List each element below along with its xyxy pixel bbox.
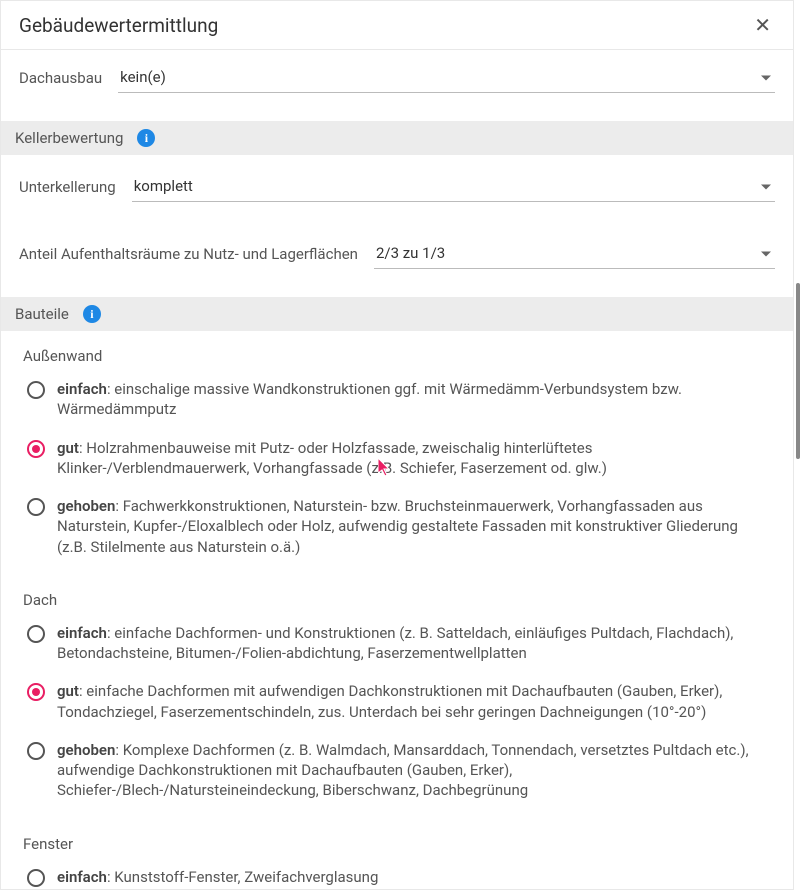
- radio-icon: [27, 440, 45, 458]
- option-text: gut: einfache Dachformen mit aufwendigen…: [57, 681, 771, 722]
- dach-option-gehoben[interactable]: gehoben: Komplexe Dachformen (z. B. Walm…: [23, 736, 771, 815]
- keller-body: Unterkellerung komplett Anteil Aufenthal…: [1, 155, 793, 297]
- option-text: gut: Holzrahmenbauweise mit Putz- oder H…: [57, 438, 771, 479]
- component-fenster: Fenster einfach: Kunststoff-Fenster, Zwe…: [1, 819, 793, 889]
- dach-option-einfach[interactable]: einfach: einfache Dachformen- und Konstr…: [23, 619, 771, 678]
- scrollbar-thumb[interactable]: [796, 283, 800, 459]
- anteil-row: Anteil Aufenthaltsräume zu Nutz- und Lag…: [19, 226, 775, 269]
- section-title-keller: Kellerbewertung: [15, 129, 123, 147]
- dach-option-gut[interactable]: gut: einfache Dachformen mit aufwendigen…: [23, 677, 771, 736]
- unterkellerung-label: Unterkellerung: [19, 178, 116, 202]
- aussenwand-title: Außenwand: [23, 347, 771, 365]
- component-aussenwand: Außenwand einfach: einschalige massive W…: [1, 331, 793, 575]
- option-text: einfach: Kunststoff-Fenster, Zweifachver…: [57, 867, 378, 887]
- radio-icon: [27, 381, 45, 399]
- info-icon[interactable]: i: [83, 305, 101, 323]
- anteil-label: Anteil Aufenthaltsräume zu Nutz- und Lag…: [19, 245, 358, 269]
- option-text: gehoben: Fachwerkkonstruktionen, Naturst…: [57, 496, 771, 557]
- aussenwand-option-einfach[interactable]: einfach: einschalige massive Wandkonstru…: [23, 375, 771, 434]
- anteil-value: 2/3 zu 1/3: [374, 238, 775, 269]
- dialog-header: Gebäudewertermittlung ✕: [1, 1, 793, 50]
- dachausbau-select[interactable]: kein(e): [118, 62, 775, 93]
- component-dach: Dach einfach: einfache Dachformen- und K…: [1, 575, 793, 819]
- radio-icon: [27, 742, 45, 760]
- unterkellerung-row: Unterkellerung komplett: [19, 159, 775, 202]
- building-valuation-dialog: Gebäudewertermittlung ✕ Dachausbau kein(…: [0, 0, 794, 890]
- fenster-title: Fenster: [23, 835, 771, 853]
- section-title-bauteile: Bauteile: [15, 305, 69, 323]
- section-header-bauteile: Bauteile i: [1, 297, 793, 331]
- radio-icon: [27, 869, 45, 887]
- section-header-keller: Kellerbewertung i: [1, 121, 793, 155]
- option-text: einfach: einschalige massive Wandkonstru…: [57, 379, 771, 420]
- radio-icon: [27, 498, 45, 516]
- radio-icon: [27, 683, 45, 701]
- fenster-option-einfach[interactable]: einfach: Kunststoff-Fenster, Zweifachver…: [23, 863, 771, 889]
- dachausbau-value: kein(e): [118, 62, 775, 93]
- option-text: gehoben: Komplexe Dachformen (z. B. Walm…: [57, 740, 771, 801]
- unterkellerung-value: komplett: [132, 171, 775, 202]
- close-icon[interactable]: ✕: [750, 13, 775, 37]
- anteil-select[interactable]: 2/3 zu 1/3: [374, 238, 775, 269]
- dachausbau-label: Dachausbau: [19, 69, 102, 93]
- dachausbau-body: Dachausbau kein(e): [1, 50, 793, 121]
- aussenwand-option-gehoben[interactable]: gehoben: Fachwerkkonstruktionen, Naturst…: [23, 492, 771, 571]
- dach-title: Dach: [23, 591, 771, 609]
- option-text: einfach: einfache Dachformen- und Konstr…: [57, 623, 771, 664]
- radio-icon: [27, 625, 45, 643]
- dialog-title: Gebäudewertermittlung: [19, 14, 218, 37]
- info-icon[interactable]: i: [137, 129, 155, 147]
- dachausbau-row: Dachausbau kein(e): [19, 50, 775, 93]
- unterkellerung-select[interactable]: komplett: [132, 171, 775, 202]
- aussenwand-option-gut[interactable]: gut: Holzrahmenbauweise mit Putz- oder H…: [23, 434, 771, 493]
